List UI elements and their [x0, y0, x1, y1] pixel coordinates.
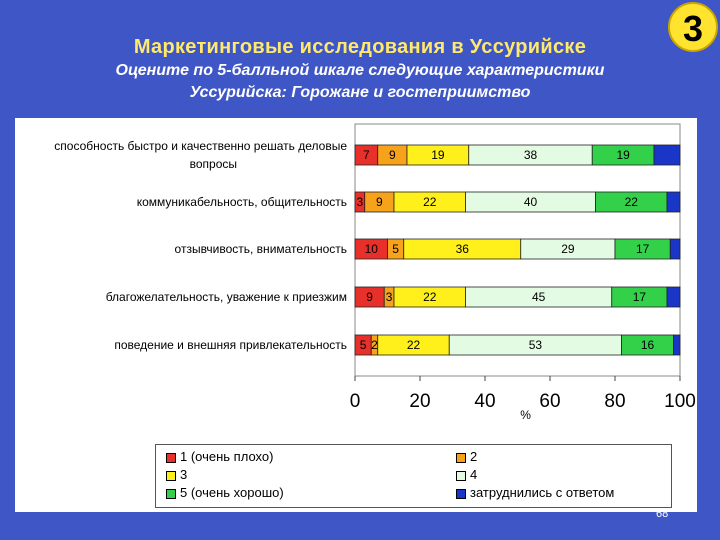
data-label: 16 [641, 338, 655, 352]
x-tick-label: 80 [604, 391, 625, 412]
legend-swatch [166, 453, 176, 463]
data-label: 19 [431, 148, 445, 162]
legend-swatch [456, 489, 466, 499]
x-tick-label: 40 [474, 391, 495, 412]
category-label: отзывчивость, внимательность [175, 242, 347, 256]
x-tick-label: 100 [664, 391, 696, 412]
data-label: 45 [532, 290, 546, 304]
legend-swatch [456, 471, 466, 481]
data-label: 22 [423, 195, 437, 209]
data-label: 29 [561, 242, 575, 256]
page-number: 68 [656, 508, 669, 520]
data-label: 17 [636, 242, 650, 256]
bar-segment [666, 286, 681, 308]
legend-label: затруднились с ответом [470, 485, 615, 500]
legend-label: 1 (очень плохо) [180, 449, 274, 464]
data-label: 22 [625, 195, 639, 209]
slide-number-badge: 3 [668, 2, 718, 52]
data-label: 19 [616, 148, 630, 162]
data-label: 22 [423, 290, 437, 304]
chart-legend: 1 (очень плохо) 2 3 4 5 (очень хорошо) затруд… [155, 444, 672, 508]
data-label: 36 [456, 242, 470, 256]
data-label: 17 [633, 290, 647, 304]
legend-label: 4 [470, 467, 478, 482]
legend-swatch [166, 489, 176, 499]
legend-swatch [456, 453, 466, 463]
data-label: 5 [360, 338, 367, 352]
data-label: 22 [407, 338, 421, 352]
data-label: 3 [357, 195, 364, 209]
category-label: поведение и внешняя привлекательность [114, 338, 347, 352]
category-label: коммуникабельность, общительность [137, 195, 347, 209]
stacked-bar-chart: 0 20 40 60 80 100% способность быстро и качест… [54, 123, 696, 422]
bar-segment [653, 144, 681, 166]
bar-segment [673, 334, 681, 356]
data-label: 40 [524, 195, 538, 209]
legend-label: 5 (очень хорошо) [180, 485, 284, 500]
legend-label: 2 [470, 449, 478, 464]
legend-swatch [166, 471, 176, 481]
category-label: способность быстро и качественно решать … [54, 139, 347, 153]
x-axis-label: % [520, 408, 531, 422]
bar-segment [666, 191, 681, 213]
x-tick-label: 60 [539, 391, 560, 412]
data-label: 9 [376, 195, 383, 209]
category-label: благожелательность, уважение к приезжим [106, 290, 347, 304]
data-label: 53 [529, 338, 543, 352]
data-label: 5 [392, 242, 399, 256]
legend-label: 3 [180, 467, 188, 482]
subtitle-line-2: Уссурийска: Горожане и гостеприимство [189, 84, 531, 101]
data-label: 2 [371, 338, 378, 352]
category-label: вопросы [190, 157, 237, 171]
chart-panel: 0 20 40 60 80 100% способность быстро и качест… [15, 118, 697, 512]
page-title: Маркетинговые исследования в Уссурийске [133, 36, 587, 58]
data-label: 9 [389, 148, 396, 162]
data-label: 38 [524, 148, 538, 162]
data-label: 10 [365, 242, 379, 256]
data-label: 9 [366, 290, 373, 304]
x-tick-label: 20 [409, 391, 430, 412]
data-label: 7 [363, 148, 370, 162]
bar-segment [669, 238, 681, 260]
x-tick-label: 0 [350, 391, 361, 412]
data-label: 3 [386, 290, 393, 304]
subtitle-line-1: Оцените по 5-балльной шкале следующие ха… [115, 62, 605, 79]
